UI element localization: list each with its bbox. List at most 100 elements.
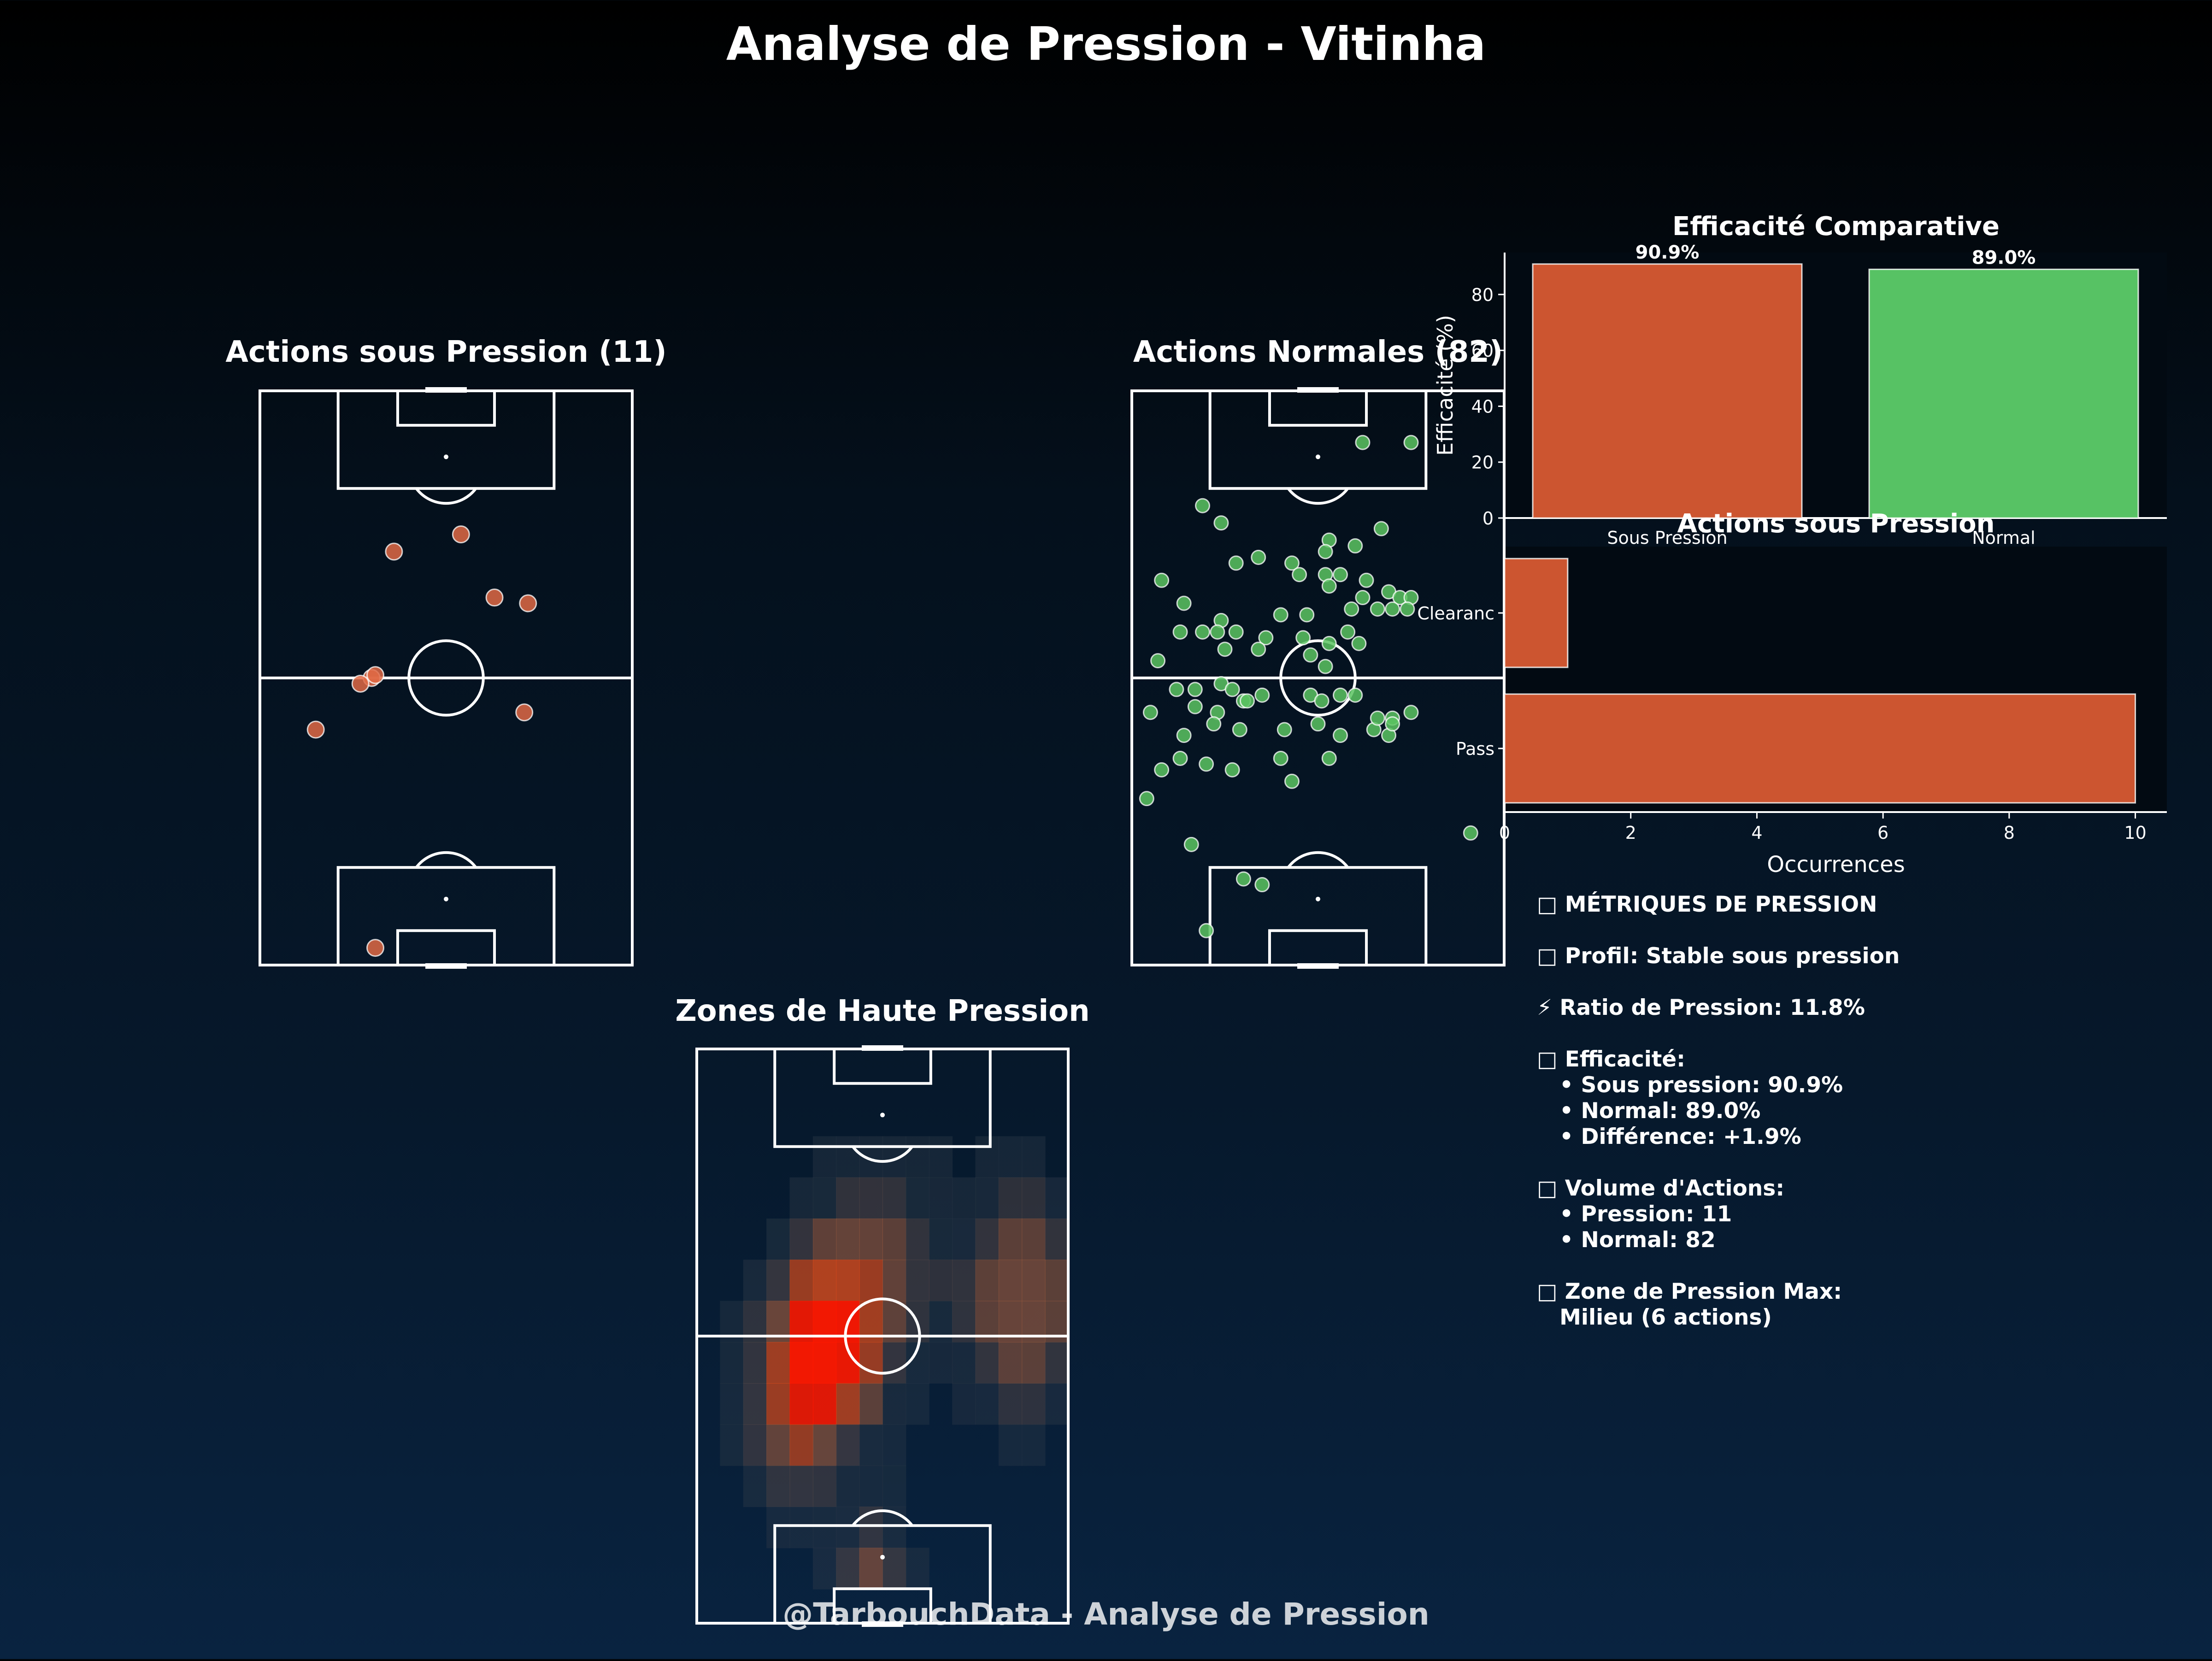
normal-point-4 — [1373, 521, 1389, 536]
pitch3-penalty-box-top — [773, 1048, 992, 1148]
normal-point-22 — [1176, 595, 1192, 611]
heatmap-cells — [720, 1136, 1068, 1590]
metrics-line: □ Zone de Pression Max: — [1537, 1279, 1842, 1304]
normal-pitch — [1130, 387, 1506, 969]
metrics-line — [1537, 1253, 2182, 1279]
action-types-chart: 0 2 4 6 8 10 Clearanc Pass Actions sous Pressio… — [1417, 509, 2167, 878]
normal-point-42 — [1318, 659, 1333, 674]
action-types-category-label-1: Pass — [1456, 739, 1494, 759]
pitch3-goal-bottom — [862, 1621, 903, 1627]
heatmap-cell — [1022, 1260, 1046, 1302]
efficiency-ytick-label: 80 — [1471, 285, 1494, 305]
pitch1-penalty-arc-top — [415, 488, 477, 505]
efficiency-bars: 0 20 40 60 80 90.9% Sous Pression 89.0% Normal — [1471, 242, 2167, 548]
normal-point-49 — [1314, 693, 1330, 709]
heatmap-cell — [766, 1342, 790, 1384]
heatmap-cell — [1045, 1218, 1068, 1260]
heatmap-cell — [952, 1177, 976, 1219]
heatmap-cell — [975, 1383, 999, 1425]
pitch1-penalty-spot-bottom — [444, 896, 448, 901]
heatmap-cell — [812, 1342, 837, 1384]
action-types-xtick-label: 8 — [2004, 823, 2015, 843]
pitch2-goal-bottom — [1297, 963, 1339, 969]
heatmap-cell — [859, 1383, 883, 1425]
pressure-pitch — [259, 387, 634, 969]
normal-point-15 — [1355, 590, 1371, 606]
heatmap-cell — [882, 1218, 906, 1260]
normal-point-3 — [1213, 515, 1229, 531]
efficiency-category-label-1: Normal — [1972, 528, 2036, 548]
efficiency-value-label-0: 90.9% — [1635, 242, 1700, 263]
heatmap-cell — [859, 1548, 883, 1590]
heatmap-cell — [812, 1506, 837, 1549]
normal-point-10 — [1284, 555, 1300, 571]
heatmap-cell — [859, 1424, 883, 1466]
action-types-bar-1 — [1504, 693, 2136, 804]
normal-point-41 — [1303, 647, 1318, 663]
pitch2-penalty-spot-bottom — [1316, 896, 1320, 901]
heatmap-cell — [906, 1260, 930, 1302]
efficiency-ytick-label: 20 — [1471, 453, 1494, 473]
pitch2-penalty-arc-top — [1287, 488, 1349, 505]
heatmap-cell — [1022, 1383, 1046, 1425]
pitch1-penalty-arc-bottom — [415, 851, 477, 868]
heatmap-cell — [975, 1218, 999, 1260]
heatmap-cell — [929, 1260, 953, 1302]
normal-point-25 — [1299, 607, 1315, 623]
metrics-line: • Pression: 11 — [1537, 1202, 1732, 1227]
metrics-line — [1537, 918, 2182, 943]
normal-point-12 — [1332, 567, 1348, 583]
heatmap-cell — [812, 1260, 837, 1302]
pressure-pitch-panel: Actions sous Pression (11) — [225, 335, 667, 969]
heatmap-cell — [859, 1177, 883, 1219]
footer-credit: @TarbouchData - Analyse de Pression — [782, 1596, 1430, 1632]
heatmap-cell — [906, 1177, 930, 1219]
normal-point-77 — [1183, 836, 1199, 852]
normal-point-13 — [1359, 572, 1374, 588]
heatmap-cell — [1022, 1177, 1046, 1219]
normal-point-62 — [1332, 728, 1348, 743]
heatmap-cell — [1045, 1177, 1068, 1219]
action-types-category-label-0: Clearanc — [1417, 603, 1494, 624]
heatmap-cell — [929, 1342, 953, 1384]
normal-point-70 — [1199, 756, 1214, 772]
heatmap-cell — [766, 1260, 790, 1302]
normal-point-81 — [1463, 825, 1478, 841]
normal-point-76 — [1139, 791, 1154, 807]
efficiency-chart: 0 20 40 60 80 90.9% Sous Pression 89.0% Normal E… — [1433, 212, 2167, 548]
heatmap-cell — [836, 1218, 860, 1260]
heatmap-cell — [743, 1342, 767, 1384]
heatmap-cell — [998, 1260, 1023, 1302]
pressure-point-0 — [385, 542, 403, 561]
heatmap-cell — [882, 1342, 906, 1384]
heatmap-cell — [812, 1383, 837, 1425]
action-types-bars: 0 2 4 6 8 10 Clearanc Pass — [1417, 547, 2167, 843]
heatmap-cell — [720, 1383, 744, 1425]
metrics-line: □ Efficacité: — [1537, 1047, 1685, 1072]
heatmap-cell — [789, 1383, 813, 1425]
heatmap-cell — [836, 1424, 860, 1466]
pressure-point-8 — [306, 720, 325, 739]
normal-point-9 — [1251, 549, 1266, 565]
figure-title: Analyse de Pression - Vitinha — [726, 17, 1486, 71]
pitch2-penalty-arc-bottom — [1287, 851, 1349, 868]
heatmap-cell — [812, 1424, 837, 1466]
efficiency-value-label-1: 89.0% — [1972, 247, 2036, 268]
action-types-xtick-label: 0 — [1499, 823, 1510, 843]
heatmap-cell — [1022, 1136, 1046, 1178]
efficiency-category-label-0: Sous Pression — [1607, 528, 1727, 548]
heatmap-pitch-panel: Zones de Haute Pression — [675, 994, 1090, 1627]
heatmap-cell — [812, 1136, 837, 1178]
normal-point-1 — [1403, 435, 1419, 450]
normal-point-67 — [1385, 716, 1400, 732]
normal-point-21 — [1154, 572, 1170, 588]
efficiency-ytick-label: 40 — [1471, 396, 1494, 417]
pressure-point-5 — [366, 666, 384, 684]
heatmap-cell — [836, 1260, 860, 1302]
normal-point-61 — [1310, 716, 1326, 732]
heatmap-cell — [906, 1218, 930, 1260]
heatmap-cell — [998, 1424, 1023, 1466]
heatmap-cell — [975, 1136, 999, 1178]
heatmap-cell — [743, 1383, 767, 1425]
normal-point-60 — [1176, 728, 1192, 743]
